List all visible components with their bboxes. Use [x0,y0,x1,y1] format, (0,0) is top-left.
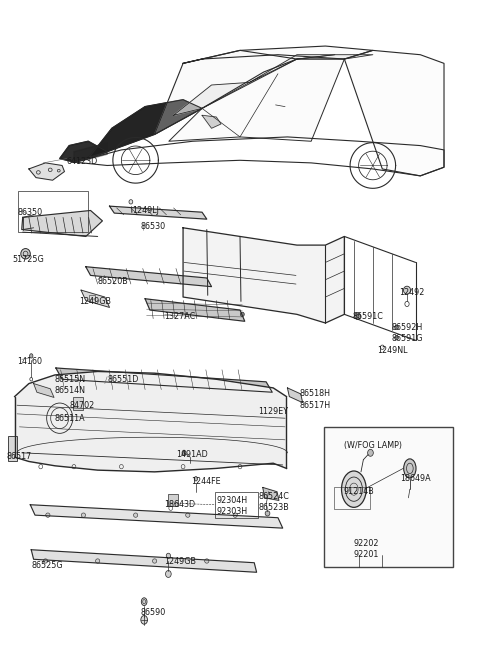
Ellipse shape [182,450,186,455]
Text: 86518H: 86518H [300,390,330,399]
Bar [324,427,453,567]
Ellipse shape [186,513,190,517]
Text: 86350: 86350 [17,208,42,216]
Text: 86592H: 86592H [392,323,423,332]
Text: 91214B: 91214B [343,487,374,496]
Ellipse shape [404,286,410,294]
Text: 86591G: 86591G [392,334,423,343]
Polygon shape [74,143,107,163]
Text: 86517H: 86517H [300,401,330,410]
Ellipse shape [265,511,270,516]
Text: 64123D: 64123D [67,157,98,165]
Ellipse shape [46,513,50,517]
Polygon shape [29,163,64,180]
Ellipse shape [166,553,170,558]
Ellipse shape [133,513,138,517]
Text: 86520B: 86520B [97,277,129,286]
Polygon shape [22,211,102,236]
Bar [334,488,370,509]
Polygon shape [60,141,107,162]
Text: 1249LJ: 1249LJ [132,206,159,215]
Polygon shape [86,267,212,287]
Polygon shape [31,550,257,572]
Polygon shape [56,368,272,392]
Bar [168,494,179,506]
Ellipse shape [141,598,147,605]
Ellipse shape [129,200,133,204]
Ellipse shape [342,471,366,507]
Text: 14160: 14160 [17,357,42,366]
Text: 86515N: 86515N [55,375,86,384]
Ellipse shape [141,616,147,624]
Polygon shape [202,115,221,129]
Ellipse shape [166,570,171,578]
Text: 1244FE: 1244FE [192,477,221,486]
Text: 84702: 84702 [69,401,95,410]
Text: 92304H: 92304H [216,496,247,505]
Ellipse shape [204,559,209,563]
Text: 92303H: 92303H [216,507,247,516]
Polygon shape [109,206,207,219]
Text: 92202: 92202 [354,539,379,548]
Ellipse shape [43,559,48,563]
Text: 86591C: 86591C [353,311,384,320]
Text: 1249NL: 1249NL [378,346,408,355]
Text: 51725G: 51725G [12,255,44,264]
Ellipse shape [81,513,85,517]
Polygon shape [169,59,344,141]
Ellipse shape [355,313,360,320]
Bar [89,295,95,302]
Polygon shape [183,228,344,323]
Text: 86525G: 86525G [31,561,63,570]
Ellipse shape [194,477,198,481]
Polygon shape [183,46,373,63]
Polygon shape [174,83,250,115]
Polygon shape [30,505,283,528]
Text: 12492: 12492 [399,288,424,297]
Text: 86530: 86530 [140,222,166,231]
Ellipse shape [368,450,373,456]
Text: 86517: 86517 [7,452,32,461]
Text: (W/FOG LAMP): (W/FOG LAMP) [344,441,402,450]
Polygon shape [250,55,335,83]
Ellipse shape [153,559,157,563]
Text: 86524C: 86524C [259,492,290,501]
Polygon shape [14,371,287,472]
Text: 86514N: 86514N [55,386,86,395]
Ellipse shape [30,354,33,358]
Polygon shape [155,50,297,134]
Polygon shape [74,99,202,162]
Ellipse shape [259,405,267,414]
Ellipse shape [96,559,100,563]
Ellipse shape [233,513,238,517]
Text: 1491AD: 1491AD [176,450,208,459]
Text: 92201: 92201 [354,550,379,559]
Polygon shape [81,290,109,307]
Polygon shape [263,488,279,501]
Polygon shape [297,55,373,59]
Bar [9,435,17,461]
Ellipse shape [395,325,398,329]
Bar [18,191,88,232]
Text: 18643D: 18643D [164,500,195,509]
Polygon shape [34,384,54,397]
Polygon shape [344,50,444,176]
Ellipse shape [240,312,244,317]
Text: 1249GB: 1249GB [164,556,196,565]
Text: 1129EY: 1129EY [258,407,288,416]
Bar [73,397,84,410]
Text: 1327AC: 1327AC [164,311,195,320]
Text: 1249GB: 1249GB [79,297,111,306]
Text: 86523B: 86523B [259,503,290,512]
Ellipse shape [404,459,416,478]
Text: 86511A: 86511A [55,413,85,422]
Ellipse shape [395,335,398,340]
Text: 86590: 86590 [140,609,166,618]
Polygon shape [288,388,302,402]
Ellipse shape [21,249,30,259]
Text: 18649A: 18649A [400,474,431,483]
Bar [216,492,258,517]
Polygon shape [145,298,245,321]
Text: 86551D: 86551D [107,375,139,384]
